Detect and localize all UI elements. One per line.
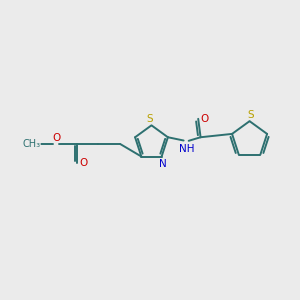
Text: O: O [80, 158, 88, 168]
Text: NH: NH [179, 143, 194, 154]
Text: CH₃: CH₃ [22, 139, 40, 149]
Text: O: O [52, 133, 61, 142]
Text: S: S [147, 114, 153, 124]
Text: O: O [201, 114, 209, 124]
Text: N: N [159, 159, 167, 169]
Text: S: S [248, 110, 254, 120]
